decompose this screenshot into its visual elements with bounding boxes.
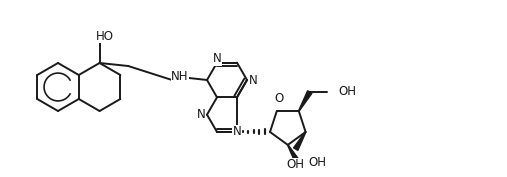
Polygon shape	[299, 91, 312, 111]
Text: N: N	[248, 73, 258, 87]
Polygon shape	[294, 132, 306, 150]
Text: HO: HO	[95, 30, 114, 42]
Text: OH: OH	[286, 158, 305, 171]
Text: NH: NH	[171, 70, 189, 82]
Text: N: N	[197, 108, 205, 121]
Text: OH: OH	[338, 85, 356, 98]
Text: O: O	[274, 92, 283, 105]
Text: OH: OH	[309, 156, 327, 169]
Text: N: N	[233, 125, 241, 138]
Text: N: N	[212, 52, 222, 65]
Polygon shape	[287, 145, 300, 163]
